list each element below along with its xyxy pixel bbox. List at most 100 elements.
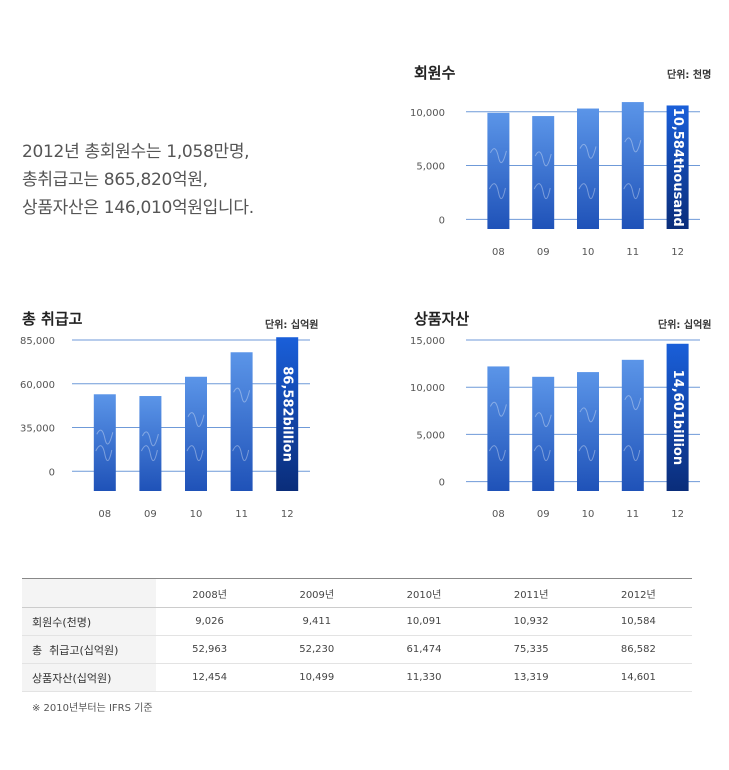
assets-chart-plot: 0 5,000 10,000 15,000 08 09 10 11 12 14,601billio… (410, 336, 700, 520)
footnote: ※ 2010년부터는 IFRS 기준 (32, 703, 153, 714)
x-tick-label: 12 (671, 247, 684, 258)
table-corner (22, 578, 156, 608)
x-tick-label: 11 (235, 509, 248, 520)
x-tick-label: 10 (582, 247, 595, 258)
table-cell: 52,963 (156, 635, 264, 664)
x-tick-label: 11 (626, 247, 639, 258)
x-tick-label: 09 (144, 509, 157, 520)
bar-texture (533, 151, 552, 199)
members-chart: 회원수 단위: 천명 0 5,000 10,000 08 09 10 11 12 10,584t… (400, 55, 720, 270)
table-cell: 10,584 (584, 607, 692, 636)
highlight-label: 14,601billion (670, 370, 685, 465)
bar (621, 359, 644, 491)
bar (185, 376, 207, 491)
table-cell: 14,601 (584, 663, 692, 692)
headline-line-1: 2012년 총회원수는 1,058만명, (22, 142, 250, 162)
bar (532, 116, 555, 229)
chart-title: 회원수 (414, 64, 456, 82)
bar-texture (95, 429, 114, 461)
table-cell: 11,330 (370, 663, 478, 692)
chart-unit: 단위: 천명 (667, 70, 712, 81)
highlight-label: 10,584thousand (670, 108, 685, 227)
table-row: 총 취급고(십억원) 52,963 52,230 61,474 75,335 8… (22, 635, 692, 664)
headline-line-2: 총취급고는 865,820억원, (22, 170, 208, 190)
headline-line-3: 상품자산은 146,010억원입니다. (22, 198, 254, 218)
y-tick-label: 0 (439, 478, 445, 489)
bar (577, 372, 599, 491)
table-cell: 12,454 (156, 663, 264, 692)
table-cell: 52,230 (263, 635, 371, 664)
y-tick-label: 85,000 (20, 336, 55, 347)
bar (532, 376, 555, 491)
y-tick-label: 5,000 (416, 430, 445, 441)
transactions-chart: 총 취급고 단위: 십억원 0 35,000 60,000 85,000 08 09 10 1… (10, 305, 330, 530)
bar-texture (533, 412, 552, 461)
column-header: 2010년 (370, 578, 478, 608)
x-tick-label: 10 (190, 509, 203, 520)
bar (93, 394, 116, 491)
bar-texture (140, 431, 159, 461)
bar-texture (578, 143, 597, 199)
table-header-row: 2008년 2009년 2010년 2011년 2012년 (22, 578, 692, 608)
bar-texture (186, 412, 205, 461)
y-tick-label: 35,000 (20, 424, 55, 435)
x-tick-label: 08 (492, 509, 505, 520)
bar (577, 108, 599, 229)
column-header: 2009년 (263, 578, 371, 608)
highlight-bar (666, 343, 689, 491)
x-tick-label: 08 (492, 247, 505, 258)
column-header: 2012년 (584, 578, 692, 608)
y-tick-label: 10,000 (410, 383, 445, 394)
x-tick-label: 09 (537, 509, 550, 520)
assets-chart: 상품자산 단위: 십억원 0 5,000 10,000 15,000 08 09 10 11 1… (400, 305, 720, 530)
chart-title: 총 취급고 (22, 310, 83, 328)
table-cell: 61,474 (370, 635, 478, 664)
column-header: 2008년 (156, 578, 264, 608)
bar-texture (488, 148, 507, 199)
transactions-chart-plot: 0 35,000 60,000 85,000 08 09 10 11 12 86,582billi… (20, 336, 310, 520)
x-tick-label: 10 (582, 509, 595, 520)
table-cell: 86,582 (584, 635, 692, 664)
table-row: 상품자산(십억원) 12,454 10,499 11,330 13,319 14… (22, 663, 692, 692)
table-cell: 9,026 (156, 607, 264, 636)
bar (487, 366, 510, 491)
table-cell: 75,335 (477, 635, 585, 664)
bar-texture (488, 401, 507, 461)
summary-table: 2008년 2009년 2010년 2011년 2012년 회원수(천명) 9,… (22, 578, 692, 692)
table-cell: 10,499 (263, 663, 371, 692)
y-tick-label: 10,000 (410, 108, 445, 119)
y-tick-label: 0 (49, 467, 55, 478)
table-cell: 10,091 (370, 607, 478, 636)
y-tick-label: 15,000 (410, 336, 445, 347)
bar-texture (578, 407, 597, 461)
members-chart-plot: 0 5,000 10,000 08 09 10 11 12 10,584thousand (410, 102, 700, 258)
bar (139, 396, 162, 491)
highlight-label: 86,582billion (280, 366, 295, 461)
highlight-bar (276, 337, 299, 491)
x-tick-label: 12 (281, 509, 294, 520)
table-cell: 9,411 (263, 607, 371, 636)
row-label: 회원수(천명) (22, 607, 156, 636)
y-tick-label: 60,000 (20, 380, 55, 391)
column-header: 2011년 (477, 578, 585, 608)
row-label: 상품자산(십억원) (22, 663, 156, 692)
headline-summary: 2012년 총회원수는 1,058만명, 총취급고는 865,820억원, 상품… (22, 138, 342, 222)
table-cell: 13,319 (477, 663, 585, 692)
x-tick-label: 11 (626, 509, 639, 520)
x-tick-label: 08 (98, 509, 111, 520)
bar (487, 112, 510, 229)
chart-unit: 단위: 십억원 (265, 320, 319, 331)
chart-title: 상품자산 (414, 310, 470, 328)
x-tick-label: 09 (537, 247, 550, 258)
y-tick-label: 0 (439, 215, 445, 226)
highlight-bar (666, 105, 689, 229)
row-label: 총 취급고(십억원) (22, 635, 156, 664)
bar (621, 102, 644, 229)
bar-texture (232, 387, 251, 461)
table-row: 회원수(천명) 9,026 9,411 10,091 10,932 10,584 (22, 607, 692, 636)
x-tick-label: 12 (671, 509, 684, 520)
bar (230, 352, 253, 491)
bar-texture (623, 137, 642, 199)
chart-unit: 단위: 십억원 (658, 320, 712, 331)
y-tick-label: 5,000 (416, 162, 445, 173)
